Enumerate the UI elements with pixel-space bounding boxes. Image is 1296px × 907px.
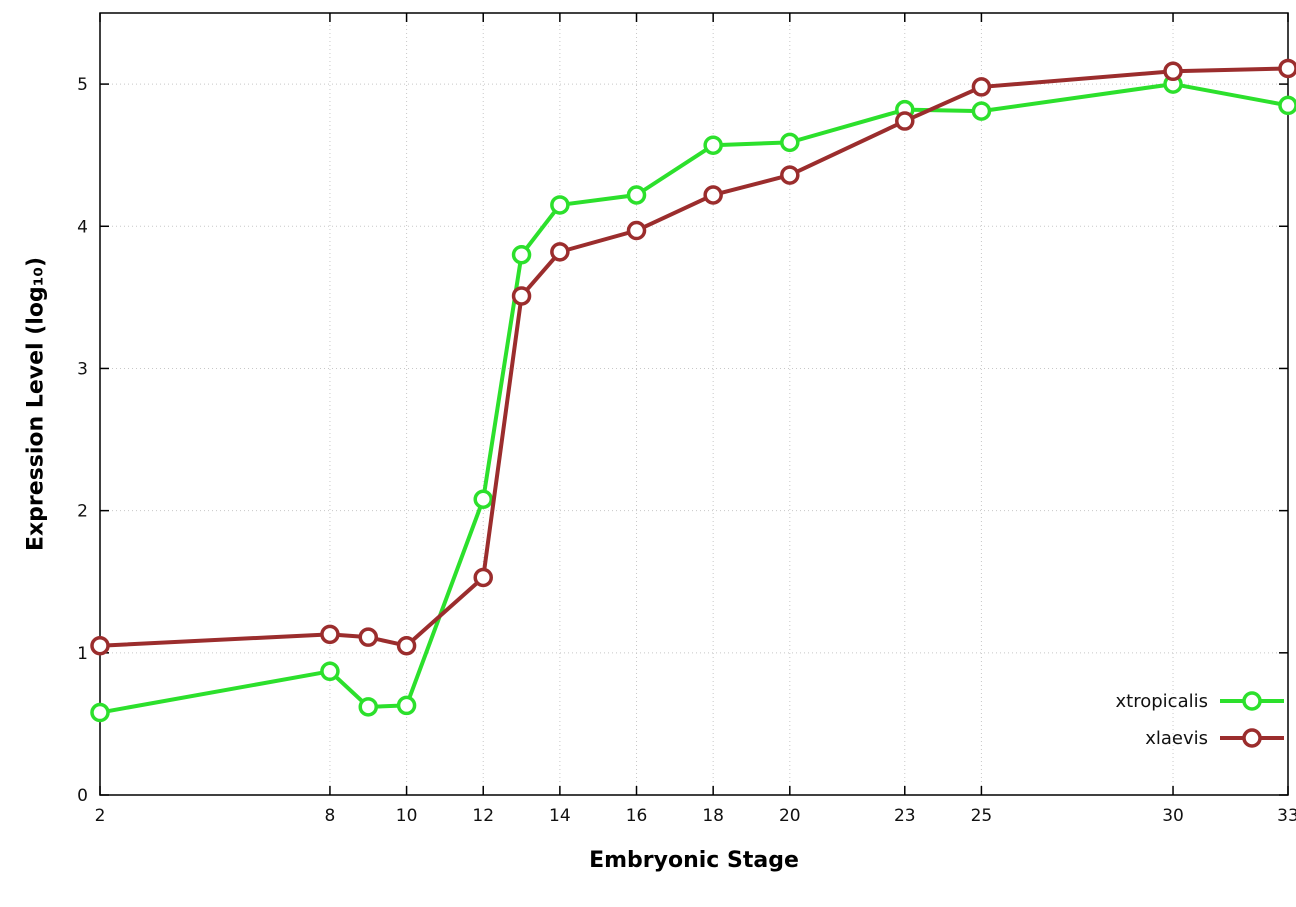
marker-xtropicalis <box>550 195 570 215</box>
marker-xtropicalis <box>511 244 532 265</box>
marker-xtropicalis <box>1278 95 1296 116</box>
marker-xlaevis <box>895 111 915 131</box>
marker-xtropicalis <box>396 695 417 716</box>
x-tick-label: 18 <box>702 806 724 826</box>
marker-xlaevis <box>780 165 800 185</box>
y-tick-label: 0 <box>77 786 88 806</box>
x-tick-label: 2 <box>95 806 106 826</box>
x-tick-label: 8 <box>325 806 336 826</box>
y-tick-label: 1 <box>77 644 88 664</box>
marker-xtropicalis <box>626 185 647 205</box>
x-tick-label: 14 <box>549 806 571 826</box>
marker-xtropicalis <box>703 135 723 155</box>
legend-label-xlaevis: xlaevis <box>1145 728 1208 749</box>
marker-xlaevis <box>358 627 379 647</box>
plot-border <box>99 12 1289 796</box>
marker-xtropicalis <box>90 702 110 723</box>
marker-xlaevis <box>396 635 417 656</box>
marker-xlaevis <box>90 635 110 656</box>
x-tick-label: 23 <box>894 806 916 826</box>
marker-xlaevis <box>550 242 570 262</box>
marker-xtropicalis <box>971 101 992 121</box>
y-tick-label: 2 <box>77 502 88 522</box>
x-tick-label: 16 <box>626 806 648 826</box>
x-tick-label: 30 <box>1162 806 1184 826</box>
y-tick-label: 3 <box>77 359 88 379</box>
series-line-xtropicalis <box>99 82 1289 715</box>
marker-xlaevis <box>626 220 647 241</box>
marker-xlaevis <box>1278 58 1296 79</box>
legend-sample-marker-xlaevis <box>1242 728 1262 748</box>
marker-xtropicalis <box>780 132 800 153</box>
marker-xlaevis <box>703 185 723 205</box>
x-axis-label: Embryonic Stage <box>589 848 799 873</box>
marker-xtropicalis <box>320 661 340 682</box>
marker-xlaevis <box>1163 61 1183 82</box>
x-tick-label: 25 <box>971 806 993 826</box>
marker-xlaevis <box>320 624 340 645</box>
marker-xlaevis <box>971 77 992 97</box>
x-tick-label: 10 <box>396 806 418 826</box>
y-axis-label: Expression Level (log₁₀) <box>23 256 49 552</box>
marker-xtropicalis <box>358 697 379 717</box>
legend-sample-marker-xtropicalis <box>1242 691 1262 711</box>
marker-xlaevis <box>511 286 532 306</box>
legend-label-xtropicalis: xtropicalis <box>1116 691 1208 712</box>
marker-xlaevis <box>473 567 493 588</box>
marker-xtropicalis <box>473 489 493 510</box>
x-tick-label: 20 <box>779 806 801 826</box>
series-line-xlaevis <box>99 66 1289 648</box>
y-tick-label: 4 <box>77 217 88 237</box>
x-tick-label: 33 <box>1277 806 1296 826</box>
y-tick-label: 5 <box>77 75 88 95</box>
x-tick-label: 12 <box>472 806 494 826</box>
